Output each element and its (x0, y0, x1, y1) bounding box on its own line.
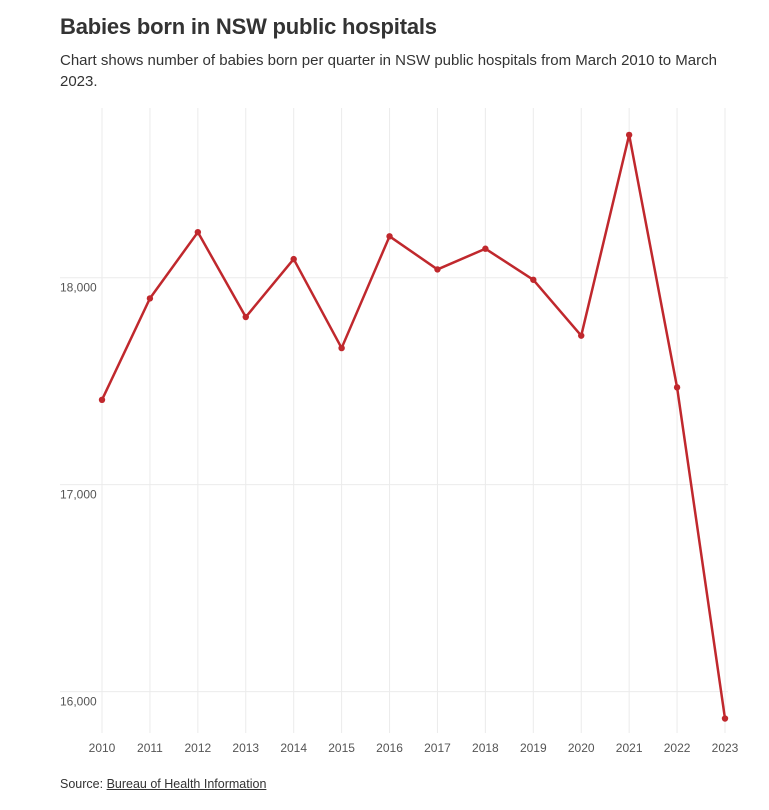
x-tick-label: 2012 (184, 741, 211, 755)
chart-subtitle: Chart shows number of babies born per qu… (60, 52, 717, 90)
data-point (98, 396, 106, 404)
data-point (530, 276, 537, 283)
x-axis-tick-labels: 2010 2011 2012 2013 2014 2015 2016 2017 2018 2019… (89, 741, 739, 755)
data-point (721, 715, 729, 722)
data-point (146, 295, 154, 302)
data-point (578, 332, 585, 339)
x-tick-label: 2010 (89, 741, 116, 755)
data-point (242, 313, 249, 321)
source-prefix: Source: (60, 777, 104, 791)
chart-title: Babies born in NSW public hospitals (60, 14, 437, 39)
y-tick-label: 16,000 (60, 695, 97, 709)
x-tick-label: 2015 (328, 741, 355, 755)
x-tick-label: 2018 (472, 741, 499, 755)
x-tick-label: 2022 (664, 741, 691, 755)
x-tick-label: 2011 (137, 741, 163, 755)
x-tick-label: 2014 (280, 741, 307, 755)
x-tick-label: 2021 (616, 741, 643, 755)
y-tick-label: 17,000 (60, 488, 97, 502)
data-point (482, 245, 489, 252)
x-tick-label: 2017 (424, 741, 451, 755)
x-tick-label: 2016 (376, 741, 403, 755)
source-link[interactable]: Bureau of Health Information (106, 777, 267, 791)
data-point (194, 228, 202, 236)
data-point (290, 255, 297, 263)
x-tick-label: 2019 (520, 741, 547, 755)
data-point (338, 344, 345, 352)
y-tick-label: 18,000 (60, 281, 97, 295)
data-point (625, 131, 633, 139)
x-tick-label: 2020 (568, 741, 595, 755)
x-tick-label: 2023 (712, 741, 739, 755)
data-point (673, 384, 681, 391)
y-gridlines (60, 277, 728, 693)
source-footer: Source: Bureau of Health Information (60, 777, 266, 791)
data-point (386, 233, 393, 240)
series-line (100, 133, 727, 720)
series-layer (98, 131, 729, 722)
x-gridlines (101, 108, 726, 733)
y-axis-tick-labels: 16,000 17,000 18,000 (60, 281, 97, 709)
x-tick-label: 2013 (232, 741, 259, 755)
data-point (434, 266, 441, 273)
